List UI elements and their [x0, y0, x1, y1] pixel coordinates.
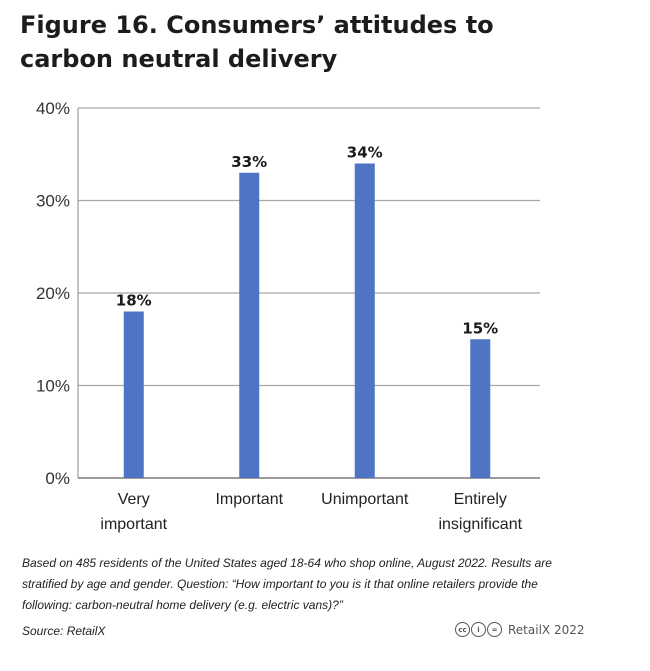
- y-tick-label: 0%: [45, 469, 70, 488]
- x-tick-label: Important: [215, 491, 283, 508]
- x-tick-label: important: [100, 516, 167, 533]
- bar: [239, 172, 260, 478]
- by-icon: i: [471, 622, 486, 637]
- data-label: 18%: [116, 292, 152, 310]
- x-axis-labels: Very important Important Unimportant Entirel…: [100, 491, 522, 533]
- bar-chart: 0% 10% 20% 30% 40% 18% 33% 34% 15% Very importan…: [36, 99, 540, 533]
- nd-icon: =: [487, 622, 502, 637]
- y-axis-ticks: 0% 10% 20% 30% 40%: [36, 99, 70, 488]
- bar: [123, 311, 144, 478]
- data-label: 33%: [231, 153, 267, 171]
- credit: cc i = RetailX 2022: [455, 622, 584, 637]
- bars: [123, 163, 491, 478]
- figure-title: Figure 16. Consumers’ attitudes to carbo…: [20, 11, 494, 73]
- x-tick-label: Very: [118, 491, 150, 508]
- y-tick-label: 10%: [36, 377, 70, 396]
- x-tick-label: Entirely: [454, 491, 507, 508]
- license-icons: cc i =: [455, 622, 502, 637]
- data-label: 34%: [347, 144, 383, 162]
- y-tick-label: 30%: [36, 192, 70, 211]
- source-text: Source: RetailX: [22, 624, 106, 638]
- value-labels: 18% 33% 34% 15%: [116, 144, 498, 338]
- credit-text: RetailX 2022: [508, 622, 585, 637]
- methodology-note: Based on 485 residents of the United Sta…: [22, 556, 552, 612]
- bar: [470, 339, 491, 478]
- y-tick-label: 40%: [36, 99, 70, 118]
- data-label: 15%: [462, 319, 498, 337]
- cc-icon: cc: [455, 622, 470, 637]
- bar: [354, 163, 375, 478]
- y-tick-label: 20%: [36, 284, 70, 303]
- x-tick-label: insignificant: [438, 516, 522, 533]
- x-tick-label: Unimportant: [321, 491, 409, 508]
- grid-lines: [77, 107, 540, 479]
